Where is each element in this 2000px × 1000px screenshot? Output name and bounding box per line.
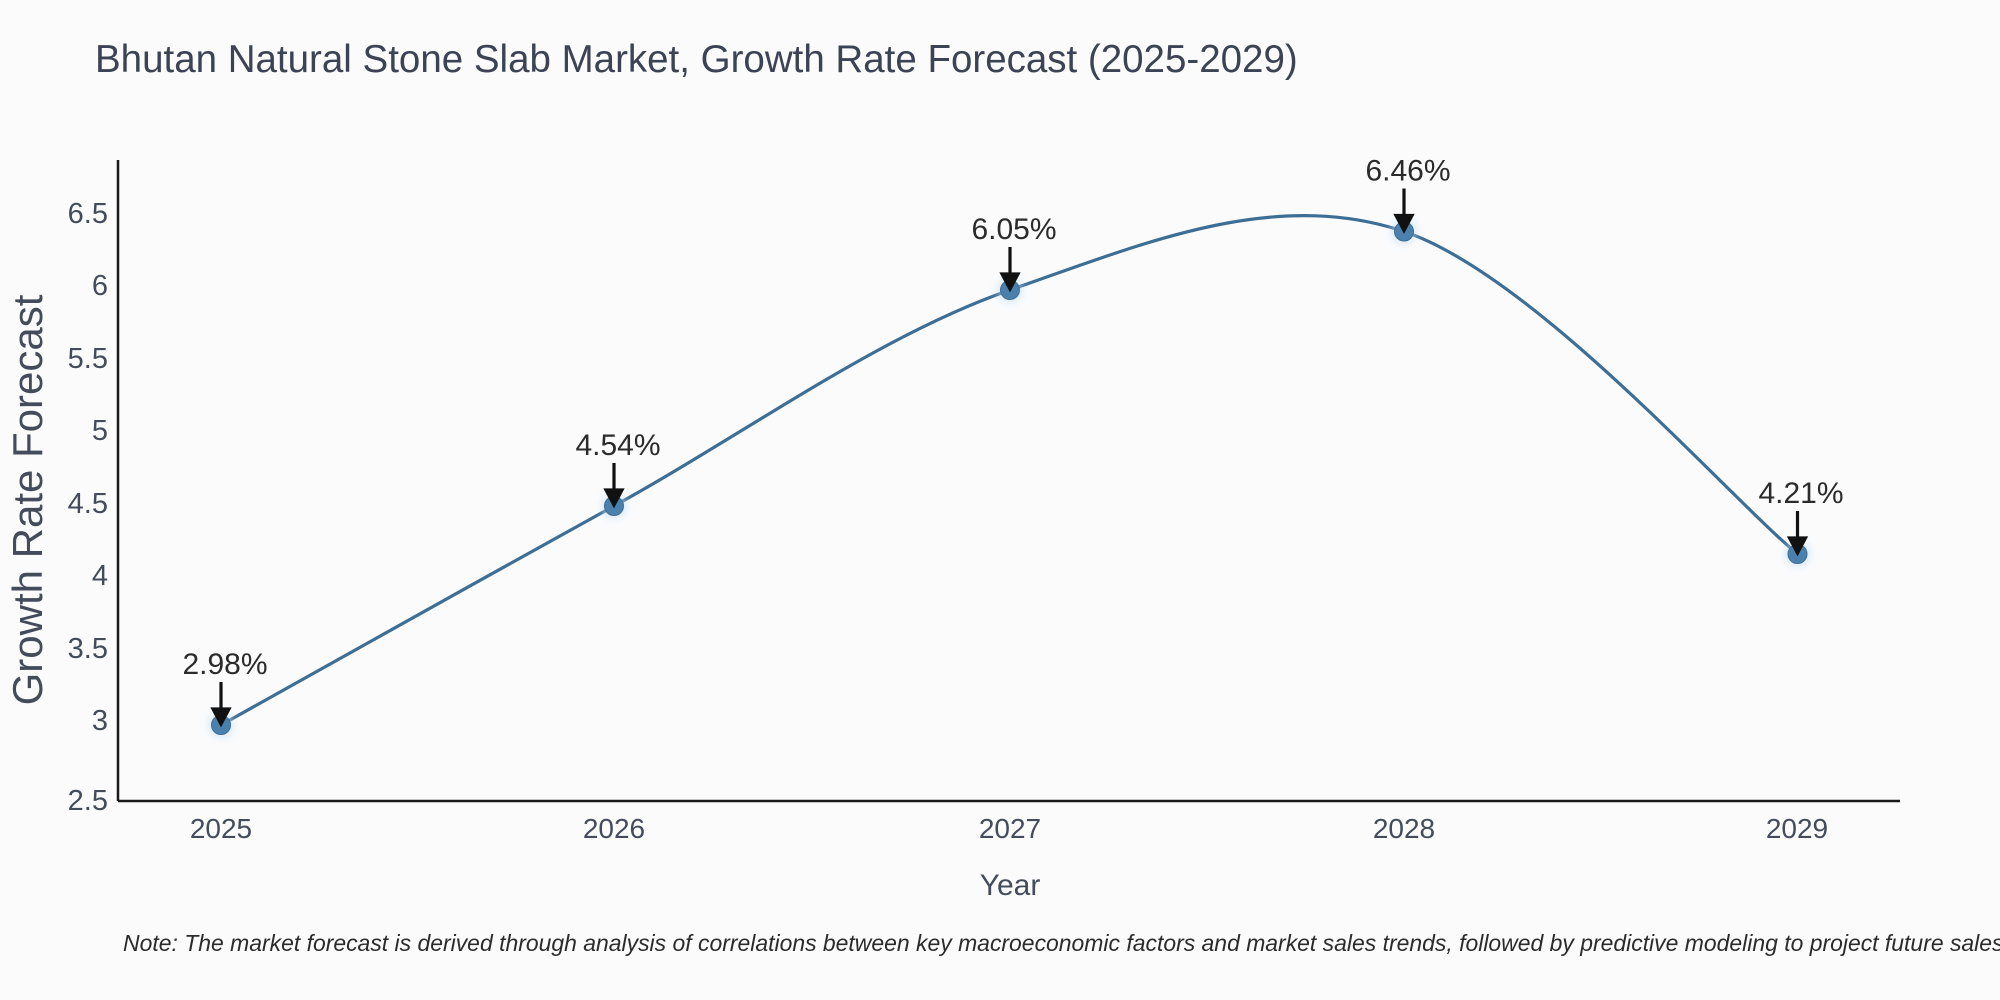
svg-text:2027: 2027 [979, 813, 1041, 844]
svg-text:2025: 2025 [190, 813, 252, 844]
svg-text:4.54%: 4.54% [575, 429, 660, 462]
svg-text:2028: 2028 [1373, 813, 1435, 844]
svg-text:6: 6 [92, 270, 108, 302]
svg-text:4.5: 4.5 [68, 488, 108, 520]
svg-text:2026: 2026 [583, 813, 645, 844]
svg-text:3: 3 [92, 705, 108, 737]
svg-text:2.5: 2.5 [68, 785, 108, 817]
svg-text:5: 5 [92, 415, 108, 447]
svg-text:6.05%: 6.05% [971, 213, 1056, 246]
svg-text:2.98%: 2.98% [182, 648, 267, 681]
svg-text:Year: Year [980, 869, 1041, 902]
svg-text:5.5: 5.5 [68, 343, 108, 375]
svg-text:2029: 2029 [1766, 813, 1828, 844]
svg-text:3.5: 3.5 [68, 633, 108, 665]
svg-text:4: 4 [92, 560, 108, 592]
svg-text:6.5: 6.5 [68, 198, 108, 230]
svg-text:Growth Rate Forecast: Growth Rate Forecast [4, 294, 51, 705]
svg-text:4.21%: 4.21% [1758, 477, 1843, 510]
svg-text:6.46%: 6.46% [1365, 155, 1450, 188]
